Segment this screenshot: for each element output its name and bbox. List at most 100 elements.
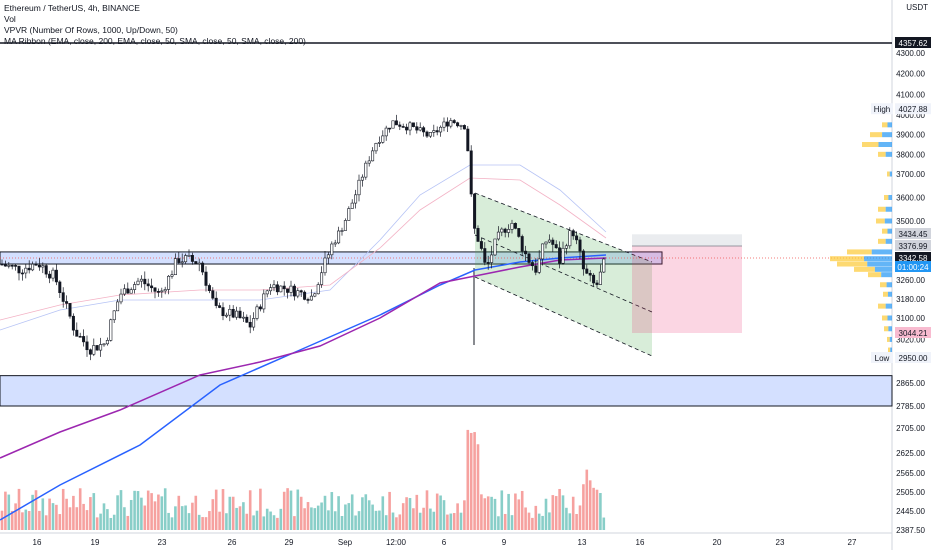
volume-bar-147 [500,490,504,530]
volume-bar-154 [524,507,527,530]
volume-bar-45 [153,501,157,530]
x-tick-label-3: 26 [228,538,237,547]
volume-bar-13 [44,515,48,530]
volume-bar-84 [286,488,289,530]
vpvr-down-11 [864,256,892,262]
volume-bar-153 [520,490,524,530]
target-zone [632,246,742,333]
candle-88 [299,290,303,293]
volume-bar-109 [371,504,374,530]
volume-bar-139 [473,432,476,530]
vpvr-down-18 [887,315,892,321]
vpvr-down-21 [890,347,892,353]
candle-35 [119,293,123,303]
volume-bar-170 [578,505,582,530]
volume-bar-169 [575,513,578,530]
legend-vol[interactable]: Vol [4,14,16,24]
volume-bar-32 [109,517,113,530]
candle-68 [231,308,235,318]
volume-bar-6 [21,512,24,530]
candle-173 [588,272,592,276]
volume-bar-12 [41,498,45,530]
price-tag-0: 4357.62 [899,39,928,48]
candle-174 [592,274,596,284]
vpvr-up-18 [882,315,888,321]
vpvr-down-7 [884,218,892,224]
candle-77 [262,293,266,310]
volume-bar-149 [507,493,510,530]
volume-bar-27 [92,493,96,530]
volume-bar-129 [439,495,442,530]
vpvr-down-6 [885,206,892,212]
price-tag-bg-3 [895,240,931,251]
candle-62 [211,290,215,299]
vpvr-up-17 [878,303,886,309]
volume-bar-145 [493,498,497,530]
y-tick-label-11: 3100.00 [896,314,925,323]
candle-148 [503,228,507,233]
volume-bar-138 [469,432,473,530]
volume-bar-104 [354,515,357,530]
volume-bar-60 [204,517,208,530]
volume-bar-18 [61,488,65,530]
volume-bar-120 [408,498,412,530]
candle-162 [551,239,555,245]
candle-23 [78,336,82,338]
volume-bar-58 [197,514,201,530]
volume-bar-148 [503,513,507,530]
volume-bar-92 [313,508,317,530]
candle-34 [116,301,120,312]
volume-bar-19 [65,498,68,530]
y-tick-label-9: 3260.00 [896,276,925,285]
volume-bar-20 [68,507,72,530]
volume-bar-118 [401,503,405,530]
candle-48 [163,289,167,292]
candle-121 [411,122,415,127]
price-tag-bg-7 [895,352,931,363]
volume-bar-95 [323,495,327,530]
volume-bar-55 [187,513,191,530]
candle-76 [258,306,262,310]
candle-172 [585,268,589,274]
candle-59 [201,262,205,273]
price-tag-5: 01:00:24 [897,263,929,272]
legend-title[interactable]: Ethereum / TetherUS, 4h, BINANCE [4,3,140,13]
candle-157 [534,265,538,273]
candle-143 [486,262,490,264]
legend-vpvr[interactable]: VPVR (Number Of Rows, 1000, Up/Down, 50) [4,25,178,35]
x-tick-label-13: 27 [848,538,857,547]
price-tag-bg-1 [895,103,931,115]
volume-bar-166 [565,507,568,530]
legend-ma-ribbon[interactable]: MA Ribbon (EMA, close, 200, EMA, close, … [4,36,306,46]
candle-132 [449,120,453,127]
volume-bar-171 [582,484,585,530]
candle-60 [204,271,208,286]
volume-bar-87 [296,489,300,530]
volume-bar-31 [106,509,109,530]
volume-bar-174 [592,487,595,530]
volume-bar-34 [116,495,119,530]
vpvr-down-1 [882,132,892,138]
volume-bar-91 [310,507,313,530]
volume-bar-21 [72,495,75,530]
candle-9 [31,263,35,271]
volume-bar-36 [123,507,126,530]
candle-136 [462,125,466,130]
candle-135 [459,125,463,127]
volume-bar-108 [367,500,371,530]
volume-bar-97 [330,492,334,530]
candle-145 [493,238,497,256]
ema-50-line [0,257,607,459]
y-tick-label-5: 3800.00 [896,150,925,159]
y-tick-label-2: 4100.00 [896,90,925,99]
channel-upper-line [474,192,653,263]
volume-bar-133 [452,513,456,530]
price-tag-label-bg-7 [871,352,893,363]
volume-bar-61 [208,511,211,530]
candle-156 [530,262,534,267]
volume-bar-44 [150,493,153,530]
vpvr-down-16 [887,291,892,297]
candle-110 [374,143,378,152]
vpvr-up-20 [887,336,890,342]
